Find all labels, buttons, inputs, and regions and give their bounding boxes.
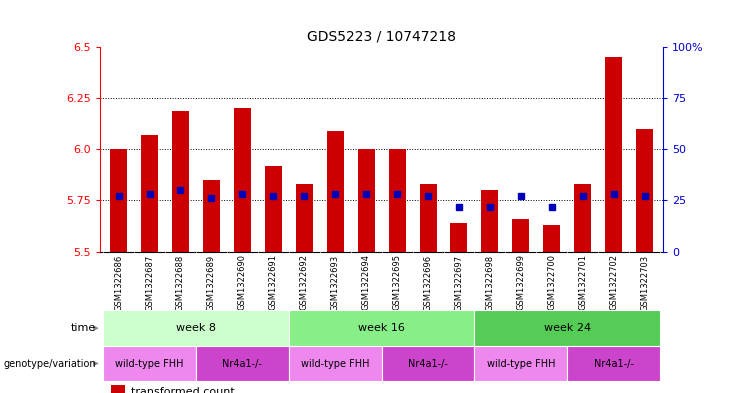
Text: GSM1322702: GSM1322702	[609, 255, 618, 310]
Text: GDS5223 / 10747218: GDS5223 / 10747218	[307, 29, 456, 43]
Bar	[358, 149, 375, 252]
Bar	[265, 166, 282, 252]
Bar	[382, 346, 474, 381]
Text: wild-type FHH: wild-type FHH	[301, 358, 370, 369]
Text: GSM1322694: GSM1322694	[362, 255, 370, 310]
Bar	[419, 184, 436, 252]
Text: GSM1322693: GSM1322693	[330, 255, 339, 310]
Bar	[388, 149, 405, 252]
Text: GSM1322695: GSM1322695	[393, 255, 402, 310]
Bar	[574, 184, 591, 252]
Text: GSM1322703: GSM1322703	[640, 255, 649, 310]
Bar	[111, 385, 125, 393]
Bar	[568, 346, 660, 381]
Text: GSM1322690: GSM1322690	[238, 255, 247, 310]
Text: week 24: week 24	[544, 323, 591, 333]
Text: Nr4a1-/-: Nr4a1-/-	[594, 358, 634, 369]
Text: GSM1322697: GSM1322697	[454, 255, 463, 310]
Bar	[234, 108, 251, 252]
Bar	[196, 346, 289, 381]
Text: week 16: week 16	[358, 323, 405, 333]
Text: GSM1322691: GSM1322691	[269, 255, 278, 310]
Text: GSM1322701: GSM1322701	[578, 255, 588, 310]
Bar	[474, 346, 568, 381]
Text: Nr4a1-/-: Nr4a1-/-	[222, 358, 262, 369]
Bar	[203, 180, 220, 252]
Text: week 8: week 8	[176, 323, 216, 333]
Bar	[327, 131, 344, 252]
Bar	[451, 223, 468, 252]
Text: GSM1322700: GSM1322700	[548, 255, 556, 310]
Bar	[172, 110, 189, 252]
Bar	[636, 129, 653, 252]
Bar	[103, 346, 196, 381]
Bar	[141, 135, 158, 252]
Text: GSM1322688: GSM1322688	[176, 255, 185, 311]
Text: GSM1322687: GSM1322687	[145, 255, 154, 311]
Bar	[103, 310, 289, 346]
Bar	[110, 149, 127, 252]
Text: transformed count: transformed count	[131, 387, 235, 393]
Bar	[474, 310, 660, 346]
Text: time: time	[71, 323, 96, 333]
Text: GSM1322696: GSM1322696	[424, 255, 433, 310]
Text: GSM1322689: GSM1322689	[207, 255, 216, 310]
Bar	[605, 57, 622, 252]
Text: GSM1322692: GSM1322692	[300, 255, 309, 310]
Bar	[296, 184, 313, 252]
Text: Nr4a1-/-: Nr4a1-/-	[408, 358, 448, 369]
Bar	[289, 346, 382, 381]
Bar	[482, 190, 499, 252]
Text: GSM1322686: GSM1322686	[114, 255, 123, 311]
Text: genotype/variation: genotype/variation	[4, 358, 96, 369]
Text: GSM1322698: GSM1322698	[485, 255, 494, 310]
Bar	[289, 310, 474, 346]
Text: wild-type FHH: wild-type FHH	[487, 358, 555, 369]
Text: GSM1322699: GSM1322699	[516, 255, 525, 310]
Bar	[512, 219, 529, 252]
Bar	[543, 225, 560, 252]
Text: wild-type FHH: wild-type FHH	[116, 358, 184, 369]
